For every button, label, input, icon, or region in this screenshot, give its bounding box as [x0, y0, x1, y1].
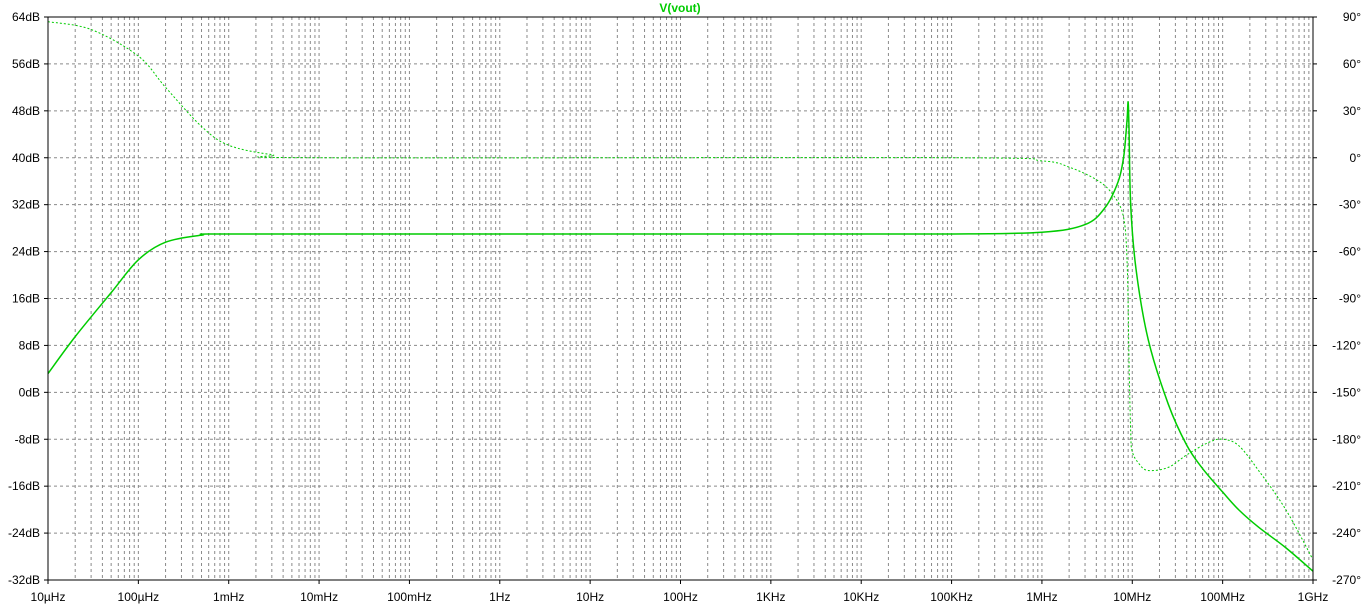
- x-tick-label: 1Hz: [489, 590, 510, 604]
- y-right-tick-label: -60°: [1339, 245, 1361, 259]
- y-right-tick-label: 30°: [1343, 104, 1361, 118]
- y-right-tick-label: -30°: [1339, 198, 1361, 212]
- x-tick-label: 100mHz: [387, 590, 432, 604]
- y-right-tick-label: -240°: [1332, 526, 1361, 540]
- y-left-tick-label: 32dB: [12, 198, 40, 212]
- y-right-tick-label: -150°: [1332, 385, 1361, 399]
- y-left-tick-label: -16dB: [8, 479, 40, 493]
- y-right-tick-label: 60°: [1343, 57, 1361, 71]
- y-left-tick-label: 48dB: [12, 104, 40, 118]
- left-axis-ticks: 64dB 56dB 48dB 40dB 32dB 24dB 16dB 8dB 0dB -8dB -1…: [8, 10, 48, 587]
- y-left-tick-label: -32dB: [8, 573, 40, 587]
- chart-title: V(vout): [659, 1, 700, 15]
- y-right-tick-label: -270°: [1332, 573, 1361, 587]
- y-left-tick-label: 24dB: [12, 245, 40, 259]
- x-tick-label: 100Hz: [663, 590, 698, 604]
- x-tick-label: 100µHz: [118, 590, 160, 604]
- y-left-tick-label: 40dB: [12, 151, 40, 165]
- x-tick-label: 1KHz: [756, 590, 785, 604]
- y-left-tick-label: -24dB: [8, 526, 40, 540]
- x-tick-label: 100MHz: [1200, 590, 1245, 604]
- x-tick-label: 1mHz: [213, 590, 244, 604]
- y-left-tick-label: 64dB: [12, 10, 40, 24]
- phase-trace: [47, 21, 1314, 560]
- x-tick-label: 1MHz: [1026, 590, 1057, 604]
- x-axis-ticks: 10µHz 100µHz 1mHz 10mHz 100mHz 1Hz 10Hz 100Hz 1K…: [31, 580, 1329, 604]
- y-right-tick-label: -210°: [1332, 479, 1361, 493]
- right-axis-ticks: 90° 60° 30° 0° -30° -60° -90° -120° -150° -180° -2…: [1313, 10, 1361, 587]
- x-tick-label: 100KHz: [930, 590, 973, 604]
- y-right-tick-label: 0°: [1350, 151, 1362, 165]
- y-left-tick-label: 56dB: [12, 57, 40, 71]
- y-right-tick-label: -120°: [1332, 338, 1361, 352]
- y-left-tick-label: 0dB: [19, 385, 40, 399]
- traces: [47, 21, 1314, 572]
- y-left-tick-label: 8dB: [19, 338, 40, 352]
- y-right-tick-label: 90°: [1343, 10, 1361, 24]
- x-tick-label: 10KHz: [843, 590, 879, 604]
- y-right-tick-label: -90°: [1339, 292, 1361, 306]
- x-tick-label: 10mHz: [300, 590, 338, 604]
- x-tick-label: 10MHz: [1113, 590, 1151, 604]
- y-right-tick-label: -180°: [1332, 432, 1361, 446]
- y-left-tick-label: -8dB: [15, 432, 40, 446]
- x-tick-label: 10Hz: [576, 590, 604, 604]
- x-tick-label: 10µHz: [31, 590, 66, 604]
- grid: [48, 17, 1313, 580]
- y-left-tick-label: 16dB: [12, 292, 40, 306]
- x-tick-label: 1GHz: [1298, 590, 1329, 604]
- magnitude-trace: [47, 101, 1314, 572]
